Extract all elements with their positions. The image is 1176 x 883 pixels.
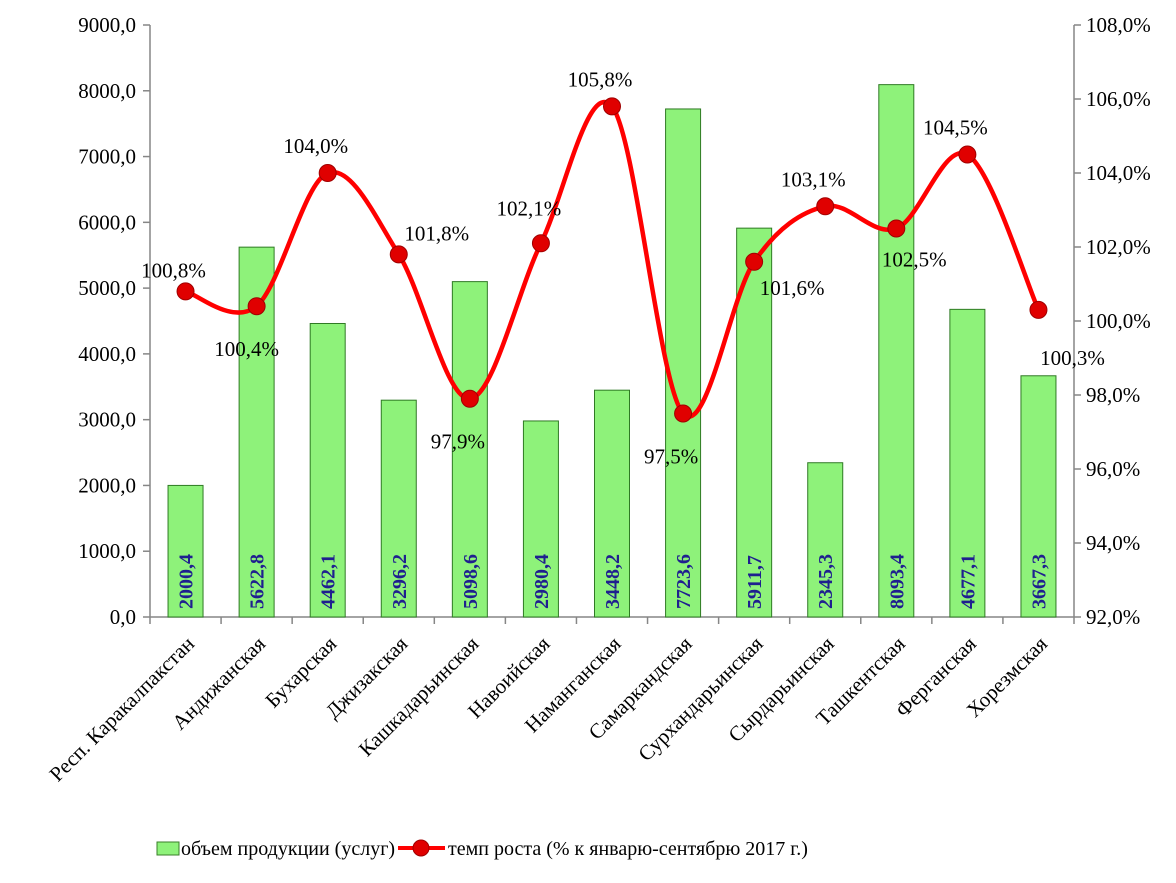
growth-points: [176, 97, 1048, 423]
bar: [380, 399, 417, 618]
bar-value-label: 5911,7: [744, 555, 766, 609]
growth-point-label: 103,1%: [781, 167, 846, 191]
bar: [309, 322, 346, 618]
growth-point: [887, 219, 906, 238]
bar: [451, 281, 488, 618]
bar-value-label: 5098,6: [460, 554, 482, 609]
growth-point-label: 102,5%: [882, 248, 947, 272]
bar-value-label: 7723,6: [673, 554, 695, 609]
growth-point-label: 97,9%: [431, 430, 485, 454]
y-left-tick-label: 6000,0: [78, 210, 136, 234]
bar: [807, 462, 844, 618]
bars: [167, 84, 1057, 618]
legend: объем продукции (услуг) темп роста (% к …: [156, 838, 808, 860]
bar: [949, 308, 986, 618]
bar: [736, 227, 773, 618]
legend-swatch-bars: [156, 841, 180, 856]
y-right-tick-label: 98,0%: [1086, 383, 1140, 407]
bar-value-label: 3296,2: [389, 554, 411, 609]
y-left-tick-label: 3000,0: [78, 408, 136, 432]
bar-value-label: 2980,4: [531, 554, 553, 609]
growth-point: [816, 197, 835, 216]
y-left-tick-label: 5000,0: [78, 276, 136, 300]
bar-value-label: 8093,4: [886, 554, 908, 609]
bar: [665, 108, 702, 618]
y-right-tick-label: 104,0%: [1086, 161, 1151, 185]
bar-value-label: 5622,8: [247, 554, 269, 609]
bar-labels: 2000,4 5622,8 4462,1 3296,2 5098,6 2980,4 3448…: [176, 554, 1051, 609]
y-left-tick-label: 2000,0: [78, 473, 136, 497]
y-right-tick-label: 94,0%: [1086, 531, 1140, 555]
growth-point-label: 105,8%: [568, 67, 633, 91]
growth-point: [389, 245, 408, 264]
growth-point-label: 104,5%: [923, 116, 988, 140]
bar-value-label: 3667,3: [1028, 554, 1050, 609]
bar-value-label: 3448,2: [602, 554, 624, 609]
bar: [594, 389, 630, 618]
y-right-tick-label: 100,0%: [1086, 309, 1151, 333]
bar: [1020, 375, 1057, 618]
x-axis-labels: Респ. КаракалпакстанАндижанскаяБухарская…: [44, 631, 1052, 786]
growth-point-label: 102,1%: [497, 196, 562, 220]
bar-value-label: 4462,1: [318, 554, 340, 609]
growth-point-label: 100,8%: [141, 258, 206, 282]
growth-point: [318, 164, 337, 182]
legend-label-line: темп роста (% к январю-сентябрю 2017 г.): [448, 838, 808, 860]
y-left-tick-label: 0,0: [110, 605, 136, 629]
bar-value-label: 2000,4: [176, 554, 198, 609]
y-left-tick-label: 7000,0: [78, 145, 136, 169]
growth-point-label: 100,3%: [1040, 346, 1105, 370]
legend-label-bars: объем продукции (услуг): [181, 838, 395, 860]
axes: 0,0 1000,0 2000,0 3000,0 4000,0 5000,0 6000,0 7…: [78, 13, 1151, 629]
growth-point: [460, 389, 479, 408]
x-category-label: Кашкадарьинская: [354, 631, 484, 761]
growth-point-label: 104,0%: [283, 134, 348, 158]
bar-value-label: 2345,3: [815, 554, 837, 609]
y-right-tick-label: 96,0%: [1086, 457, 1140, 481]
bar: [878, 84, 915, 618]
growth-point: [531, 234, 550, 253]
y-left-tick-label: 4000,0: [78, 342, 136, 366]
growth-point: [1029, 300, 1048, 319]
growth-point: [176, 282, 195, 301]
y-right-tick-label: 102,0%: [1086, 235, 1151, 259]
y-right-tick-label: 92,0%: [1086, 605, 1140, 629]
y-left-tick-label: 8000,0: [78, 79, 136, 103]
growth-point-labels: 100,8% 100,4% 104,0% 101,8% 97,9% 102,1% 105,8…: [141, 67, 1105, 468]
legend-swatch-marker: [412, 839, 430, 857]
growth-point-label: 101,8%: [404, 221, 469, 245]
bar: [522, 420, 559, 618]
y-left-tick-label: 1000,0: [78, 539, 136, 563]
x-category-label: Сурхандарьинская: [633, 631, 768, 766]
y-right-tick-label: 108,0%: [1086, 13, 1151, 37]
growth-point: [674, 404, 693, 423]
growth-point-label: 97,5%: [644, 445, 698, 469]
growth-point-label: 101,6%: [760, 276, 825, 300]
growth-point: [745, 252, 764, 271]
growth-point: [603, 97, 621, 116]
growth-point: [247, 297, 266, 316]
y-left-tick-label: 9000,0: [78, 13, 136, 37]
growth-point: [958, 145, 977, 164]
bar-value-label: 4677,1: [957, 554, 979, 609]
bar: [167, 484, 204, 618]
y-right-tick-label: 106,0%: [1086, 87, 1151, 111]
growth-point-label: 100,4%: [214, 337, 279, 361]
